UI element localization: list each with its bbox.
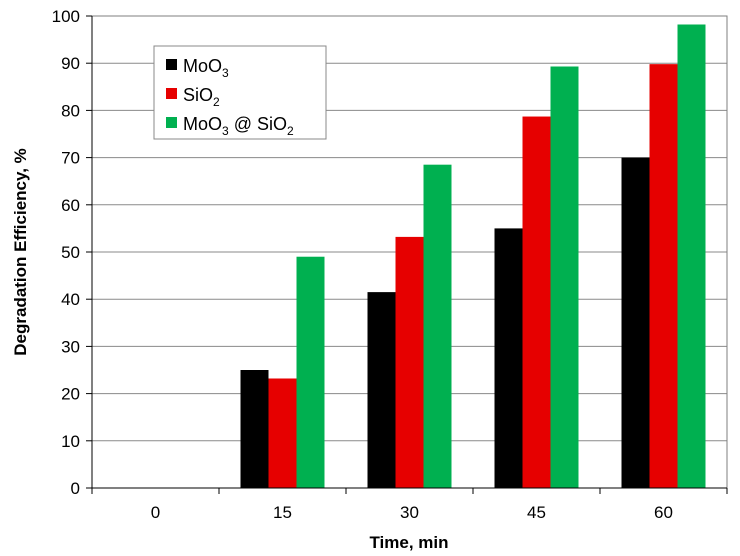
x-tick-labels: 0 15 30 45 60: [91, 488, 728, 522]
legend-label: SiO2: [183, 85, 220, 109]
bar: [423, 164, 452, 488]
x-tick-label: 0: [151, 503, 160, 522]
y-tick-label: 70: [61, 149, 80, 168]
x-axis-title: Time, min: [369, 533, 448, 552]
bar: [621, 157, 650, 488]
bar: [296, 256, 325, 488]
legend-swatch: [166, 88, 177, 99]
x-tick-label: 30: [400, 503, 419, 522]
y-tick-label: 60: [61, 196, 80, 215]
x-tick-label: 15: [273, 503, 292, 522]
legend-label: MoO3 @ SiO2: [183, 114, 294, 138]
x-tick-label: 45: [527, 503, 546, 522]
bar: [494, 228, 523, 488]
y-axis-title: Degradation Efficiency, %: [11, 148, 30, 356]
y-tick-label: 20: [61, 385, 80, 404]
bar: [395, 236, 424, 488]
bars: [240, 24, 706, 489]
y-tick-labels: 0 10 20 30 40 50 60 70 80 90 100: [52, 7, 92, 498]
bar: [367, 292, 396, 488]
bar: [268, 378, 297, 488]
y-tick-label: 90: [61, 54, 80, 73]
y-tick-label: 50: [61, 243, 80, 262]
y-tick-label: 100: [52, 7, 80, 26]
y-tick-label: 80: [61, 101, 80, 120]
legend-box: [153, 45, 327, 140]
bar: [677, 24, 706, 488]
bar: [649, 64, 678, 489]
y-tick-label: 10: [61, 432, 80, 451]
y-tick-label: 0: [71, 479, 80, 498]
y-tick-label: 40: [61, 290, 80, 309]
legend-label: MoO3: [183, 56, 229, 80]
bar: [240, 370, 269, 488]
bar: [522, 116, 551, 488]
legend-swatch: [166, 59, 177, 70]
y-tick-label: 30: [61, 337, 80, 356]
legend: MoO3 SiO2 MoO3 @ SiO2: [153, 45, 327, 140]
x-tick-label: 60: [654, 503, 673, 522]
legend-swatch: [166, 117, 177, 128]
bar: [550, 66, 579, 488]
